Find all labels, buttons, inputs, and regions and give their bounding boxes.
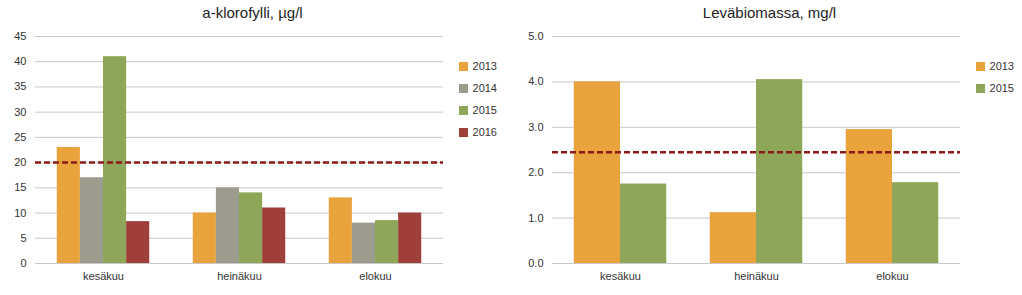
svg-text:5.0: 5.0 xyxy=(528,30,543,42)
svg-text:heinäkuu: heinäkuu xyxy=(217,270,262,282)
html-text:2013: 2013 xyxy=(472,60,497,72)
svg-text:10: 10 xyxy=(14,207,26,219)
svg-text:0.0: 0.0 xyxy=(528,257,543,269)
svg-text:1.0: 1.0 xyxy=(528,212,543,224)
svg-text:kesäkuu: kesäkuu xyxy=(83,270,124,282)
svg-text:25: 25 xyxy=(14,131,26,143)
svg-text:15: 15 xyxy=(14,181,26,193)
html-text:2015: 2015 xyxy=(472,104,497,116)
svg-text:40: 40 xyxy=(14,55,26,67)
svg-text:elokuu: elokuu xyxy=(359,270,391,282)
svg-text:30: 30 xyxy=(14,106,26,118)
html-text:2013: 2013 xyxy=(989,60,1014,72)
html-text:2016: 2016 xyxy=(472,126,497,138)
svg-text:heinäkuu: heinäkuu xyxy=(734,270,779,282)
svg-text:2.0: 2.0 xyxy=(528,166,543,178)
svg-text:5: 5 xyxy=(20,232,26,244)
svg-text:0: 0 xyxy=(20,257,26,269)
html-text:2014: 2014 xyxy=(472,82,497,94)
html-text:a-klorofylli, µg/l: a-klorofylli, µg/l xyxy=(202,4,303,21)
svg-text:45: 45 xyxy=(14,30,26,42)
html-text:Leväbiomassa, mg/l: Leväbiomassa, mg/l xyxy=(702,4,837,21)
svg-text:3.0: 3.0 xyxy=(528,121,543,133)
svg-text:20: 20 xyxy=(14,156,26,168)
svg-text:kesäkuu: kesäkuu xyxy=(600,270,641,282)
svg-text:elokuu: elokuu xyxy=(876,270,908,282)
html-text:2015: 2015 xyxy=(989,82,1014,94)
svg-text:35: 35 xyxy=(14,80,26,92)
svg-text:4.0: 4.0 xyxy=(528,75,543,87)
